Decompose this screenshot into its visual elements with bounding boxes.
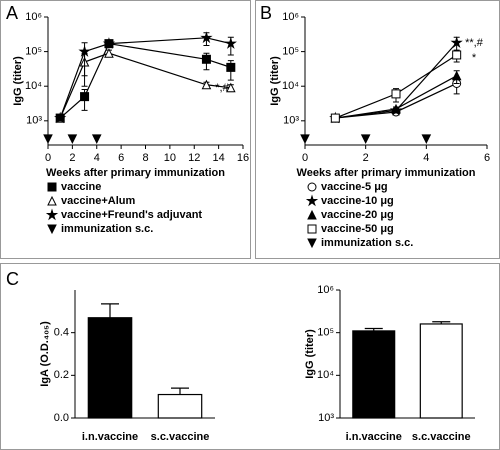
data-point [391,89,401,99]
legend-label: vaccine-10 μg [321,195,394,207]
legend-label: vaccine [61,181,101,193]
x-tick-label: 10 [164,152,176,164]
legend-label: vaccine-5 μg [321,181,388,193]
annotation: **,# [465,37,484,49]
legend-label: immunization s.c. [61,223,153,235]
y-tick-label: 10⁵ [282,46,299,58]
bar [87,317,133,419]
y-axis-title: IgG (titer) [304,329,316,379]
bar [419,323,463,419]
y-tick-label: 10⁵ [25,46,42,58]
data-point [451,70,462,81]
legend-marker [307,209,317,220]
legend-marker [305,194,319,207]
error-bar [101,303,119,318]
data-point [360,134,371,145]
data-point [450,36,463,48]
data-point [330,113,340,123]
y-axis-title: IgG (titer) [269,56,281,106]
y-tick-label: 10⁶ [282,11,299,23]
legend-label: vaccine-20 μg [321,209,394,221]
data-point [78,45,91,57]
legend-marker [307,182,317,192]
legend-label: immunization s.c. [321,237,413,249]
bar [352,330,396,419]
data-point [104,48,114,58]
x-tick-label: 12 [188,152,200,164]
legend-marker [47,195,57,206]
legend-marker [45,208,59,221]
y-tick-label: 0.4 [54,327,69,339]
data-point [67,134,78,145]
x-tick-label: 6 [118,152,124,164]
legend-marker [47,182,57,192]
data-point [391,103,401,114]
y-tick-label: 10⁴ [317,369,334,381]
data-point [201,54,211,64]
x-tick-label: i.n.vaccine [82,431,138,443]
x-tick-label: 8 [142,152,148,164]
data-point [54,111,67,124]
annotation: * [472,52,477,64]
data-point [300,134,310,145]
data-point [200,31,213,44]
error-bar [364,327,383,331]
panel-letter: B [260,3,272,23]
panel-letter: A [6,3,18,23]
legend-label: vaccine+Alum [61,195,136,207]
x-tick-label: s.c.vaccine [412,431,471,443]
y-tick-label: 10³ [26,115,42,127]
error-bar [171,387,189,395]
x-tick-label: 4 [94,152,100,164]
x-tick-label: s.c.vaccine [151,431,210,443]
data-point [226,82,236,93]
y-tick-label: 10⁶ [317,284,334,296]
x-tick-label: 6 [484,152,490,164]
data-point [102,37,116,49]
x-tick-label: 2 [363,152,369,164]
y-axis-title: IgG (titer) [12,56,24,106]
bar [157,393,203,419]
data-point [224,37,237,49]
panel-letter: C [6,269,19,289]
x-tick-label: 0 [302,152,308,164]
x-tick-label: 0 [45,152,51,164]
data-point [80,92,90,102]
data-point [91,134,102,145]
data-point [43,134,53,145]
y-tick-label: 10⁵ [317,327,334,339]
x-tick-label: 4 [423,152,429,164]
y-axis-title: IgA (O.D.₄₀₅) [39,321,51,387]
y-tick-label: 10⁴ [282,80,299,92]
x-axis-title: Weeks after primary immunization [297,167,476,179]
legend-marker [307,224,317,234]
data-point [421,134,432,145]
data-point [201,79,212,90]
data-point [452,50,462,60]
legend-label: vaccine+Freund's adjuvant [61,209,202,221]
legend-marker [47,224,57,235]
x-tick-label: 2 [69,152,75,164]
error-bar [432,321,451,324]
x-tick-label: 14 [213,152,225,164]
y-tick-label: 10⁴ [25,80,42,92]
y-tick-label: 0.0 [54,412,69,424]
x-tick-label: i.n.vaccine [346,431,402,443]
y-tick-label: 10³ [318,412,334,424]
y-tick-label: 0.2 [54,369,69,381]
legend-marker [307,238,317,249]
y-tick-label: 10³ [283,115,299,127]
y-tick-label: 10⁶ [25,11,42,23]
data-point [226,62,236,72]
x-axis-title: Weeks after primary immunization [46,167,225,179]
legend-label: vaccine-50 μg [321,223,394,235]
x-tick-label: 16 [237,152,249,164]
annotation: *,# [215,82,229,94]
panel-a-frame [0,0,251,259]
